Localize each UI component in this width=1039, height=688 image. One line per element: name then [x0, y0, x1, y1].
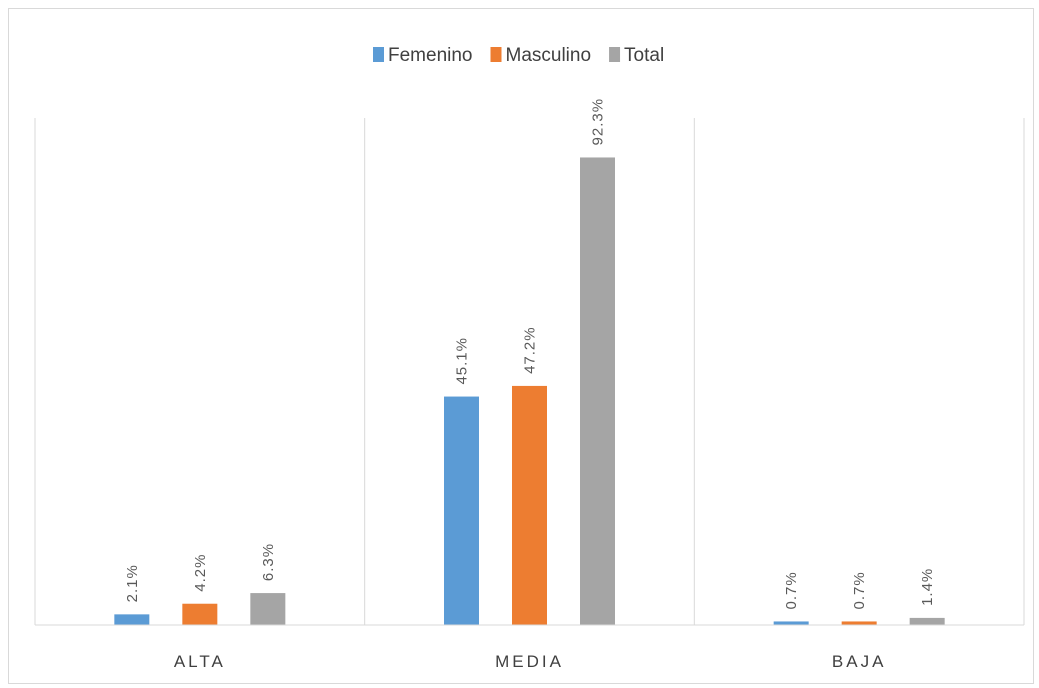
bar-baja-femenino — [773, 621, 809, 625]
bar-alta-masculino — [182, 603, 218, 625]
bar-media-masculino — [512, 385, 547, 625]
data-label-baja-femenino: 0.7% — [783, 571, 800, 609]
data-label-media-masculino: 47.2% — [522, 326, 539, 374]
data-label-baja-total: 1.4% — [919, 568, 936, 606]
legend-label-masculino: Masculino — [506, 45, 592, 66]
legend: Femenino Masculino Total — [373, 45, 664, 66]
data-label-alta-femenino: 2.1% — [124, 564, 141, 602]
bar-alta-femenino — [114, 614, 150, 625]
legend-label-total: Total — [624, 45, 664, 66]
data-labels-group: 2.1% 4.2% 6.3% 45.1% 47.2% 92.3% 0.7% 0.7% 1.4% — [124, 98, 936, 610]
legend-swatch-total — [609, 47, 621, 62]
data-label-media-total: 92.3% — [590, 98, 607, 146]
category-separators — [34, 118, 1025, 625]
bar-baja-masculino — [841, 621, 877, 625]
bar-alta-total — [250, 593, 286, 625]
bar-media-total — [580, 157, 615, 625]
data-label-alta-total: 6.3% — [260, 543, 277, 581]
data-label-alta-masculino: 4.2% — [192, 554, 209, 592]
legend-label-femenino: Femenino — [388, 45, 473, 66]
data-label-media-femenino: 45.1% — [454, 337, 471, 385]
legend-swatch-femenino — [373, 47, 384, 62]
category-label-baja: BAJA — [832, 652, 887, 671]
category-label-alta: ALTA — [174, 652, 226, 671]
category-labels-group: ALTA MEDIA BAJA — [174, 652, 887, 671]
bars-group — [114, 157, 945, 625]
category-label-media: MEDIA — [495, 652, 564, 671]
legend-swatch-masculino — [490, 47, 502, 62]
bar-baja-total — [909, 617, 945, 625]
data-label-baja-masculino: 0.7% — [851, 571, 868, 609]
bar-media-femenino — [444, 396, 479, 625]
